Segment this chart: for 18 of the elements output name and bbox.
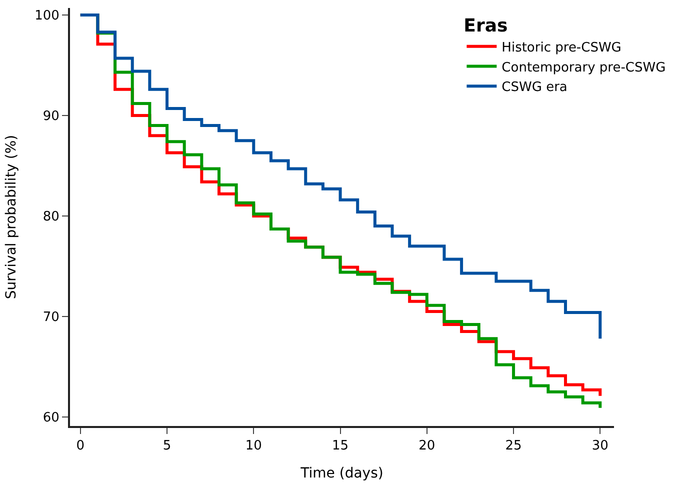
x-tick-label: 5 [162, 438, 172, 454]
x-tick-label: 30 [592, 438, 608, 454]
y-tick-label: 70 [42, 310, 60, 326]
legend-label: Historic pre-CSWG [502, 40, 622, 56]
y-tick-label: 90 [42, 109, 60, 124]
x-axis-title: Time (days) [300, 465, 384, 482]
legend-label: CSWG era [502, 80, 568, 96]
x-tick-label: 20 [418, 438, 436, 454]
x-tick-label: 15 [332, 438, 349, 454]
y-tick-label: 80 [42, 210, 60, 225]
y-axis-title: Survival probability (%) [4, 134, 20, 300]
x-tick-label: 10 [245, 438, 262, 454]
x-tick-label: 0 [76, 438, 85, 454]
y-tick-label: 100 [34, 8, 60, 24]
legend-title: Eras [464, 15, 508, 36]
legend-label: Contemporary pre-CSWG [502, 60, 666, 76]
x-tick-label: 25 [505, 438, 522, 454]
y-tick-label: 60 [42, 410, 60, 426]
